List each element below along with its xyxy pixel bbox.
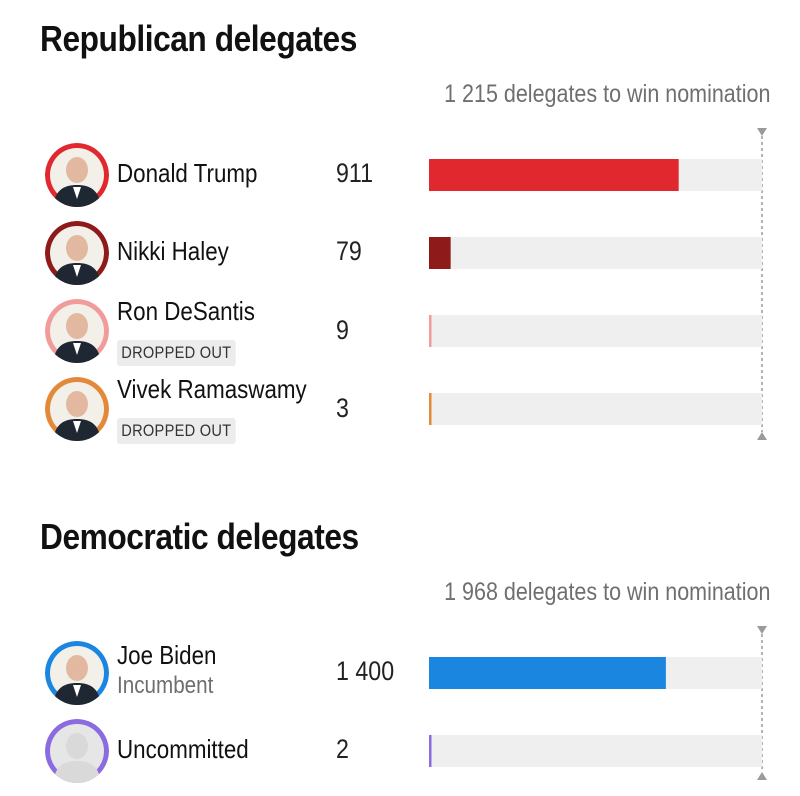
democratic-threshold-label: 1 968 delegates to win nomination (443, 578, 770, 606)
threshold-marker-bottom (757, 772, 767, 780)
threshold-marker-bottom (757, 432, 767, 440)
person-icon (45, 377, 109, 441)
bar-track (429, 237, 762, 269)
person-icon (45, 641, 109, 705)
candidate-name: Ron DeSantis (117, 296, 255, 326)
avatar (45, 377, 109, 441)
candidate-name: Joe Biden (117, 640, 217, 670)
threshold-marker-top (757, 626, 767, 634)
bar-donald-trump (429, 159, 679, 191)
dropped-out-badge: DROPPED OUT (117, 340, 236, 366)
republican-bars (429, 128, 767, 440)
delegate-count: 911 (336, 158, 374, 188)
person-icon (45, 221, 109, 285)
avatar (45, 641, 109, 705)
incumbent-label: Incumbent (117, 672, 214, 699)
avatar (45, 719, 109, 783)
bar-joe-biden (429, 657, 666, 689)
delegate-count: 9 (336, 315, 349, 345)
avatar (45, 221, 109, 285)
republican-title: Republican delegates (40, 18, 357, 59)
candidate-row-uncommitted: Uncommitted 2 (0, 716, 800, 786)
republican-section: Republican delegates 1 215 delegates to … (0, 18, 800, 444)
dropped-out-badge: DROPPED OUT (117, 418, 236, 444)
candidate-name: Uncommitted (117, 734, 249, 764)
person-icon (45, 719, 109, 783)
bar-track (429, 735, 762, 767)
candidate-name: Nikki Haley (117, 236, 229, 266)
bar-track (429, 393, 762, 425)
delegate-count: 79 (336, 236, 362, 266)
democratic-title: Democratic delegates (40, 516, 359, 557)
democratic-bars (429, 626, 767, 780)
threshold-marker-top (757, 128, 767, 136)
person-icon (45, 143, 109, 207)
bar-track (429, 315, 762, 347)
delegate-count: 2 (336, 734, 349, 764)
avatar (45, 299, 109, 363)
candidate-row-biden: Joe Biden Incumbent 1 400 (0, 638, 800, 708)
delegate-count: 3 (336, 393, 349, 423)
delegate-count: 1 400 (336, 656, 395, 686)
candidate-row-desantis: Ron DeSantis DROPPED OUT 9 (0, 296, 800, 366)
bar-ron-desantis (429, 315, 432, 347)
person-icon (45, 299, 109, 363)
bar-uncommitted (429, 735, 432, 767)
candidate-row-trump: Donald Trump 911 (0, 140, 800, 210)
avatar (45, 143, 109, 207)
candidate-row-ramaswamy: Vivek Ramaswamy DROPPED OUT 3 (0, 374, 800, 444)
bar-vivek-ramaswamy (429, 393, 432, 425)
candidate-name: Donald Trump (117, 158, 258, 188)
candidate-row-haley: Nikki Haley 79 (0, 218, 800, 288)
candidate-name: Vivek Ramaswamy (117, 374, 307, 404)
bar-nikki-haley (429, 237, 451, 269)
democratic-section: Democratic delegates 1 968 delegates to … (0, 498, 800, 796)
republican-threshold-label: 1 215 delegates to win nomination (443, 80, 770, 108)
